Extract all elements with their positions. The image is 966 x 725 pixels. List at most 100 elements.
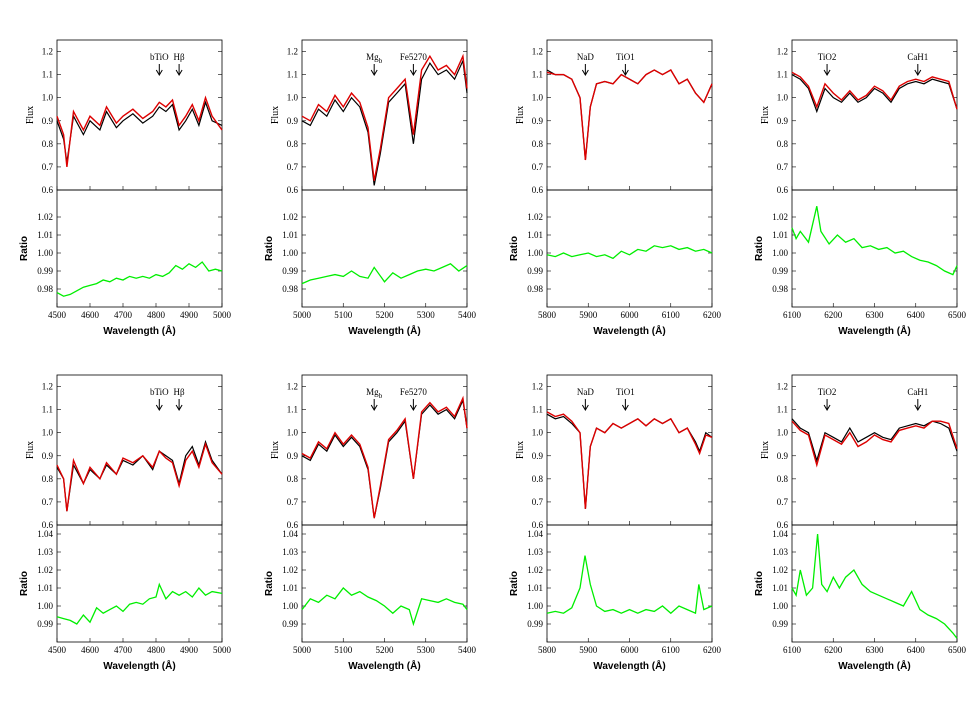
feature-arrowhead — [914, 69, 922, 76]
ratio-ytick-label: 1.00 — [37, 248, 53, 258]
flux-ytick-label: 0.7 — [42, 162, 54, 172]
flux-ytick-label: 1.1 — [777, 70, 788, 80]
flux-ytick-label: 1.0 — [777, 93, 789, 103]
flux-ytick-label: 0.6 — [532, 185, 544, 195]
flux-axis-title: Flux — [25, 441, 36, 459]
ratio-ytick-label: 1.02 — [282, 212, 298, 222]
flux-ytick-label: 1.2 — [532, 382, 543, 392]
ratio-ytick-label: 1.00 — [282, 248, 298, 258]
feature-arrowhead — [370, 404, 378, 411]
model-spectrum-line — [301, 53, 468, 181]
ratio-line — [546, 245, 713, 260]
ratio-axis-title: Ratio — [754, 236, 765, 261]
panel-l3: 0.6 0.7 0.8 0.9 1.0 1.1 1.2 0.99 1.00 1.01 1.02 1.0… — [509, 374, 722, 672]
flux-axis-title: Flux — [760, 441, 771, 459]
feature-label: TiO2 — [818, 52, 837, 62]
xtick-label: 5800 — [538, 310, 557, 320]
ratio-frame — [546, 524, 713, 643]
xtick-label: 4500 — [48, 310, 67, 320]
flux-ytick-label: 0.9 — [532, 451, 544, 461]
observed-spectrum-line — [301, 58, 468, 186]
xtick-label: 6300 — [866, 310, 885, 320]
model-spectrum-line — [791, 420, 958, 468]
feature-label: Fe5270 — [400, 52, 428, 62]
ratio-ytick-label: 1.01 — [527, 230, 543, 240]
ratio-ytick-label: 1.01 — [282, 230, 298, 240]
ratio-ytick-label: 1.02 — [772, 565, 788, 575]
xtick-label: 5200 — [376, 310, 395, 320]
ratio-ytick-label: 0.99 — [527, 619, 543, 629]
ratio-axis-title: Ratio — [19, 571, 30, 596]
ratio-ytick-label: 1.03 — [772, 547, 788, 557]
flux-frame — [791, 374, 958, 526]
xtick-label: 4800 — [147, 310, 166, 320]
xtick-label: 6400 — [907, 645, 926, 655]
panel-l4: 0.6 0.7 0.8 0.9 1.0 1.1 1.2 0.99 1.00 1.01 1.02 1.0… — [754, 374, 966, 672]
ratio-ytick-label: 0.99 — [772, 266, 788, 276]
feature-arrowhead — [581, 404, 589, 411]
feature-label: bTiO — [150, 387, 169, 397]
flux-ytick-label: 1.2 — [42, 382, 53, 392]
ratio-ytick-label: 1.03 — [37, 547, 53, 557]
flux-ytick-label: 0.9 — [532, 116, 544, 126]
ratio-ytick-label: 1.01 — [772, 230, 788, 240]
ratio-ytick-label: 1.02 — [37, 212, 53, 222]
flux-ytick-label: 0.7 — [777, 497, 789, 507]
ratio-frame — [301, 524, 468, 643]
ratio-axis-title: Ratio — [754, 571, 765, 596]
observed-spectrum-line — [56, 439, 223, 512]
flux-ytick-label: 0.6 — [42, 520, 54, 530]
flux-ytick-label: 1.0 — [42, 428, 54, 438]
xtick-label: 5000 — [293, 645, 312, 655]
ratio-ytick-label: 1.02 — [527, 565, 543, 575]
xtick-label: 5900 — [579, 310, 598, 320]
ratio-ytick-label: 1.01 — [37, 583, 53, 593]
flux-ytick-label: 0.8 — [532, 474, 544, 484]
flux-ytick-label: 1.1 — [42, 70, 53, 80]
xtick-label: 5000 — [213, 645, 232, 655]
feature-arrowhead — [823, 69, 831, 76]
xtick-label: 5900 — [579, 645, 598, 655]
wavelength-axis-title: Wavelength (Å) — [348, 659, 420, 672]
flux-ytick-label: 0.6 — [287, 520, 299, 530]
xtick-label: 6200 — [703, 310, 722, 320]
feature-label: Hβ — [174, 387, 185, 397]
observed-spectrum-line — [546, 69, 713, 161]
xtick-label: 6200 — [703, 645, 722, 655]
flux-axis-title: Flux — [270, 106, 281, 124]
xtick-label: 5300 — [417, 645, 436, 655]
ratio-line — [791, 206, 958, 276]
model-spectrum-line — [56, 95, 223, 167]
panel-u2: 0.6 0.7 0.8 0.9 1.0 1.1 1.2 0.98 0.99 1.00 1.01 1.0… — [264, 39, 477, 337]
flux-ytick-label: 1.2 — [287, 382, 298, 392]
flux-ytick-label: 0.7 — [287, 497, 299, 507]
feature-arrowhead — [175, 69, 183, 76]
ratio-line — [301, 263, 468, 285]
ratio-frame — [56, 189, 223, 308]
xtick-label: 5800 — [538, 645, 557, 655]
ratio-frame — [301, 189, 468, 308]
panel-u3: 0.6 0.7 0.8 0.9 1.0 1.1 1.2 0.98 0.99 1.00 1.01 1.0… — [509, 39, 722, 337]
wavelength-axis-title: Wavelength (Å) — [838, 324, 910, 337]
feature-arrowhead — [175, 404, 183, 411]
feature-arrowhead — [581, 69, 589, 76]
xtick-label: 5200 — [376, 645, 395, 655]
ratio-ytick-label: 1.04 — [527, 529, 543, 539]
feature-arrowhead — [621, 69, 629, 76]
feature-arrowhead — [621, 404, 629, 411]
flux-ytick-label: 0.7 — [42, 497, 54, 507]
feature-arrowhead — [155, 404, 163, 411]
flux-frame — [56, 374, 223, 526]
flux-ytick-label: 0.9 — [777, 116, 789, 126]
ratio-ytick-label: 0.99 — [37, 619, 53, 629]
feature-label: CaH1 — [907, 387, 928, 397]
flux-ytick-label: 0.9 — [42, 451, 54, 461]
ratio-ytick-label: 0.98 — [37, 284, 53, 294]
ratio-ytick-label: 1.02 — [282, 565, 298, 575]
wavelength-axis-title: Wavelength (Å) — [838, 659, 910, 672]
feature-arrowhead — [370, 69, 378, 76]
xtick-label: 5400 — [458, 310, 477, 320]
flux-ytick-label: 1.0 — [777, 428, 789, 438]
xtick-label: 4700 — [114, 310, 133, 320]
